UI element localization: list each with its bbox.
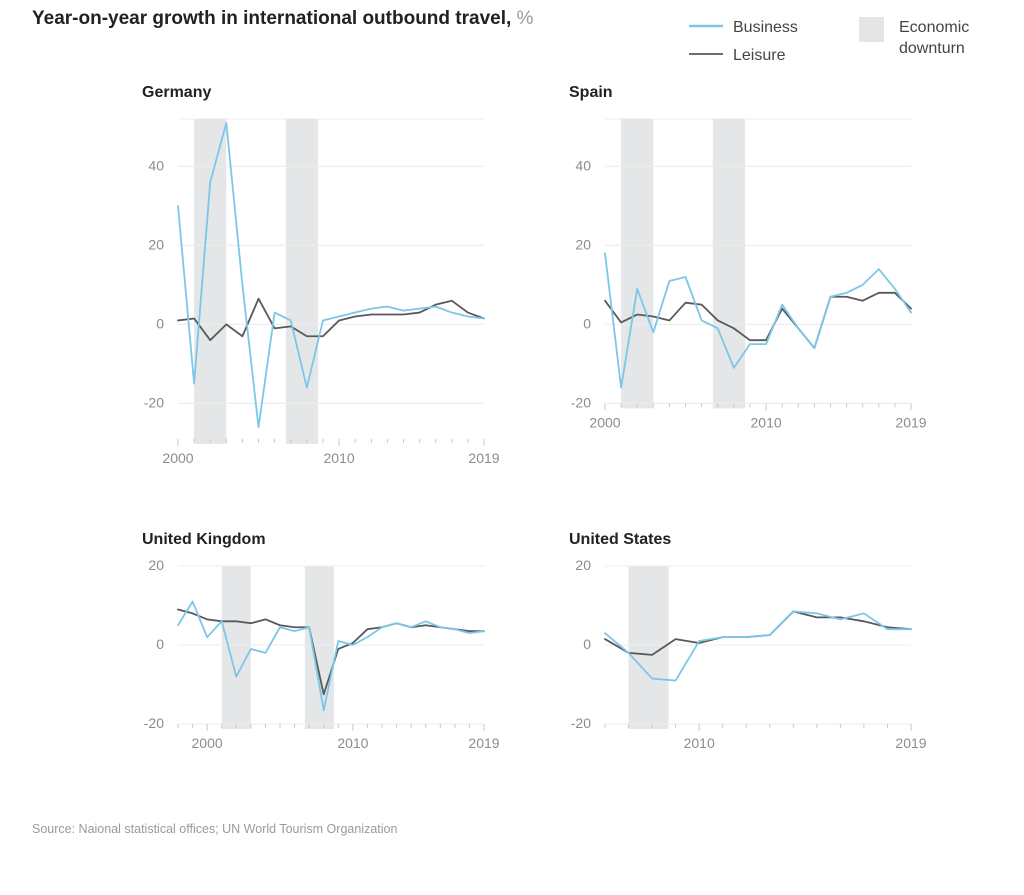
svg-text:20: 20 — [148, 236, 164, 252]
svg-text:2010: 2010 — [684, 735, 715, 751]
svg-text:2000: 2000 — [162, 450, 193, 466]
svg-text:Germany: Germany — [142, 84, 211, 101]
svg-text:0: 0 — [583, 636, 591, 652]
svg-text:Leisure: Leisure — [733, 47, 786, 64]
svg-text:-20: -20 — [144, 394, 164, 410]
svg-text:United Kingdom: United Kingdom — [142, 531, 266, 548]
svg-text:40: 40 — [148, 157, 164, 173]
svg-text:-20: -20 — [571, 394, 591, 410]
svg-text:Economic: Economic — [899, 19, 969, 36]
svg-text:Business: Business — [733, 19, 798, 36]
svg-text:20: 20 — [575, 557, 591, 573]
svg-text:0: 0 — [156, 315, 164, 331]
svg-text:40: 40 — [575, 157, 591, 173]
svg-text:downturn: downturn — [899, 40, 965, 57]
svg-text:2010: 2010 — [324, 450, 355, 466]
svg-text:20: 20 — [575, 236, 591, 252]
svg-text:0: 0 — [156, 636, 164, 652]
svg-text:2019: 2019 — [895, 735, 926, 751]
svg-text:2000: 2000 — [192, 735, 223, 751]
svg-text:2019: 2019 — [468, 450, 499, 466]
svg-text:2000: 2000 — [589, 414, 620, 430]
svg-text:-20: -20 — [571, 715, 591, 731]
svg-text:Spain: Spain — [569, 84, 613, 101]
svg-text:2019: 2019 — [895, 414, 926, 430]
svg-text:-20: -20 — [144, 715, 164, 731]
svg-text:0: 0 — [583, 315, 591, 331]
svg-text:2010: 2010 — [751, 414, 782, 430]
svg-text:United States: United States — [569, 531, 671, 548]
svg-text:2010: 2010 — [337, 735, 368, 751]
svg-text:20: 20 — [148, 557, 164, 573]
